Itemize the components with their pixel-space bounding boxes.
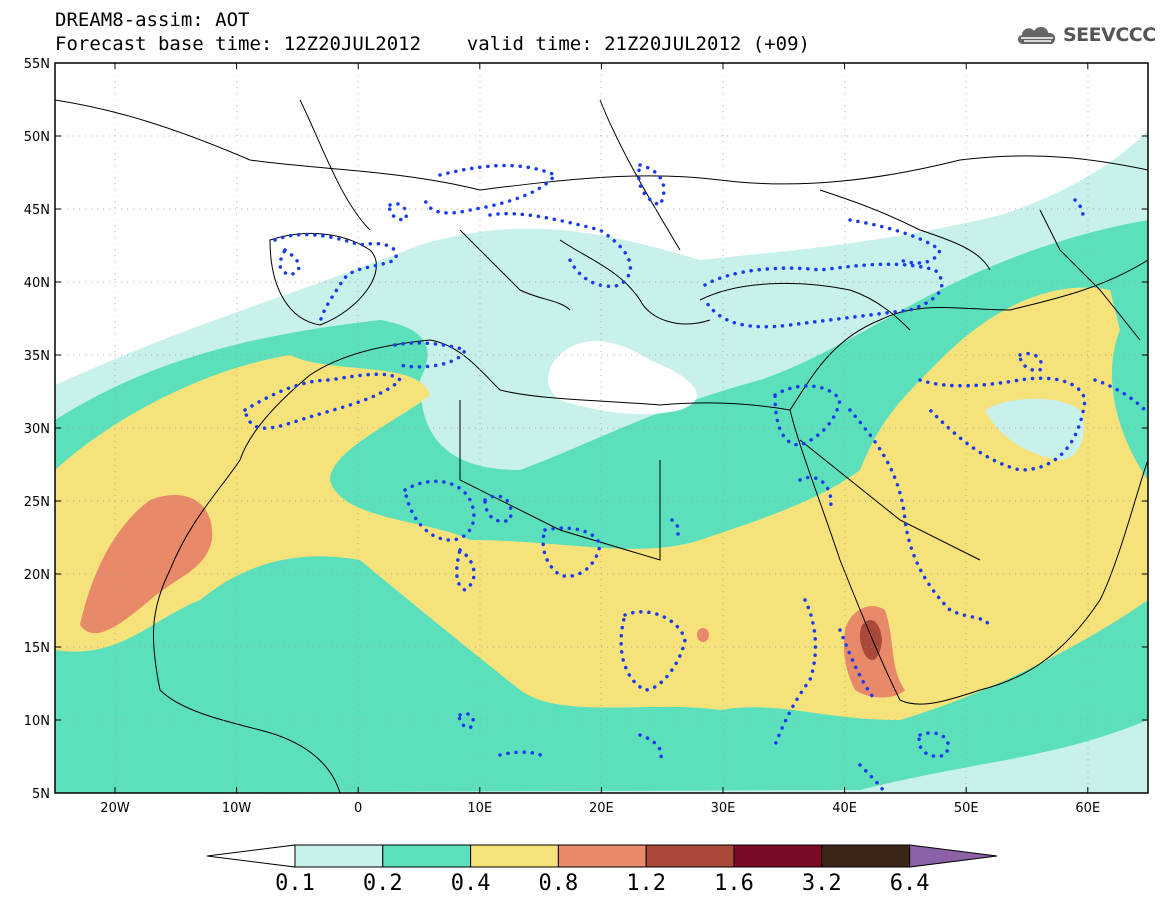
seevccc-logo: SEEVCCC — [1015, 22, 1156, 48]
map-title: DREAM8-assim: AOT — [55, 9, 250, 31]
lat-label: 55N — [24, 57, 50, 72]
lat-label: 30N — [24, 422, 50, 437]
colorbar-label: 3.2 — [802, 871, 842, 896]
colorbar-label: 0.4 — [451, 871, 491, 896]
graticule — [55, 63, 1148, 793]
lon-label: 30E — [711, 801, 736, 816]
longitude-labels: 20W 10W 0 10E 20E 30E 40E 50E 60E — [100, 63, 1100, 816]
latitude-labels: 55N 50N 45N 40N 35N 30N 25N 20N 15N 10N 5N — [24, 57, 1148, 802]
aot-band-0.8-west — [80, 494, 213, 634]
lon-label: 40E — [832, 801, 857, 816]
lat-label: 40N — [24, 276, 50, 291]
lat-label: 35N — [24, 349, 50, 364]
colorbar-arrow-low — [206, 844, 296, 868]
cloud-icon — [1017, 27, 1056, 44]
lon-label: 20W — [100, 801, 130, 816]
lon-label: 20E — [589, 801, 614, 816]
colorbar-label: 0.8 — [539, 871, 579, 896]
lon-label: 50E — [954, 801, 979, 816]
dotted-contours — [243, 163, 1147, 793]
colorbar-bin — [557, 844, 647, 868]
colorbar-bin — [470, 844, 559, 868]
colorbar-bin — [382, 844, 472, 868]
colorbar-label: 0.1 — [275, 871, 315, 896]
aot-band-1.2-eritrea — [859, 620, 882, 660]
colorbar-bin — [645, 844, 735, 868]
logo-text: SEEVCCC — [1063, 24, 1156, 46]
colorbar-label: 1.2 — [626, 871, 666, 896]
lon-label: 10W — [222, 801, 252, 816]
lat-label: 45N — [24, 203, 50, 218]
lon-label: 0 — [354, 801, 362, 816]
colorbar-bin — [821, 844, 911, 868]
lat-label: 25N — [24, 495, 50, 510]
colorbar-arrow-high — [909, 844, 998, 868]
aot-clear-mediterranean — [548, 341, 697, 415]
aot-fill-layer — [55, 63, 1148, 793]
lon-label: 60E — [1075, 801, 1100, 816]
lon-label: 10E — [467, 801, 492, 816]
colorbar-label: 0.2 — [363, 871, 403, 896]
lat-label: 20N — [24, 568, 50, 583]
coastlines — [55, 99, 1148, 793]
colorbar: 0.1 0.2 0.4 0.8 1.2 1.6 3.2 6.4 — [206, 844, 998, 896]
colorbar-bin — [733, 844, 823, 868]
aot-clear-iran-gulf — [985, 398, 1084, 460]
colorbar-label: 1.6 — [714, 871, 754, 896]
lat-label: 5N — [32, 787, 50, 802]
colorbar-label: 6.4 — [890, 871, 930, 896]
forecast-times: Forecast base time: 12Z20JUL2012 valid t… — [55, 33, 810, 55]
lat-label: 50N — [24, 130, 50, 145]
colorbar-bin — [294, 844, 384, 868]
lat-label: 15N — [24, 641, 50, 656]
aot-band-0.8-sudan — [697, 628, 709, 642]
lat-label: 10N — [24, 714, 50, 729]
